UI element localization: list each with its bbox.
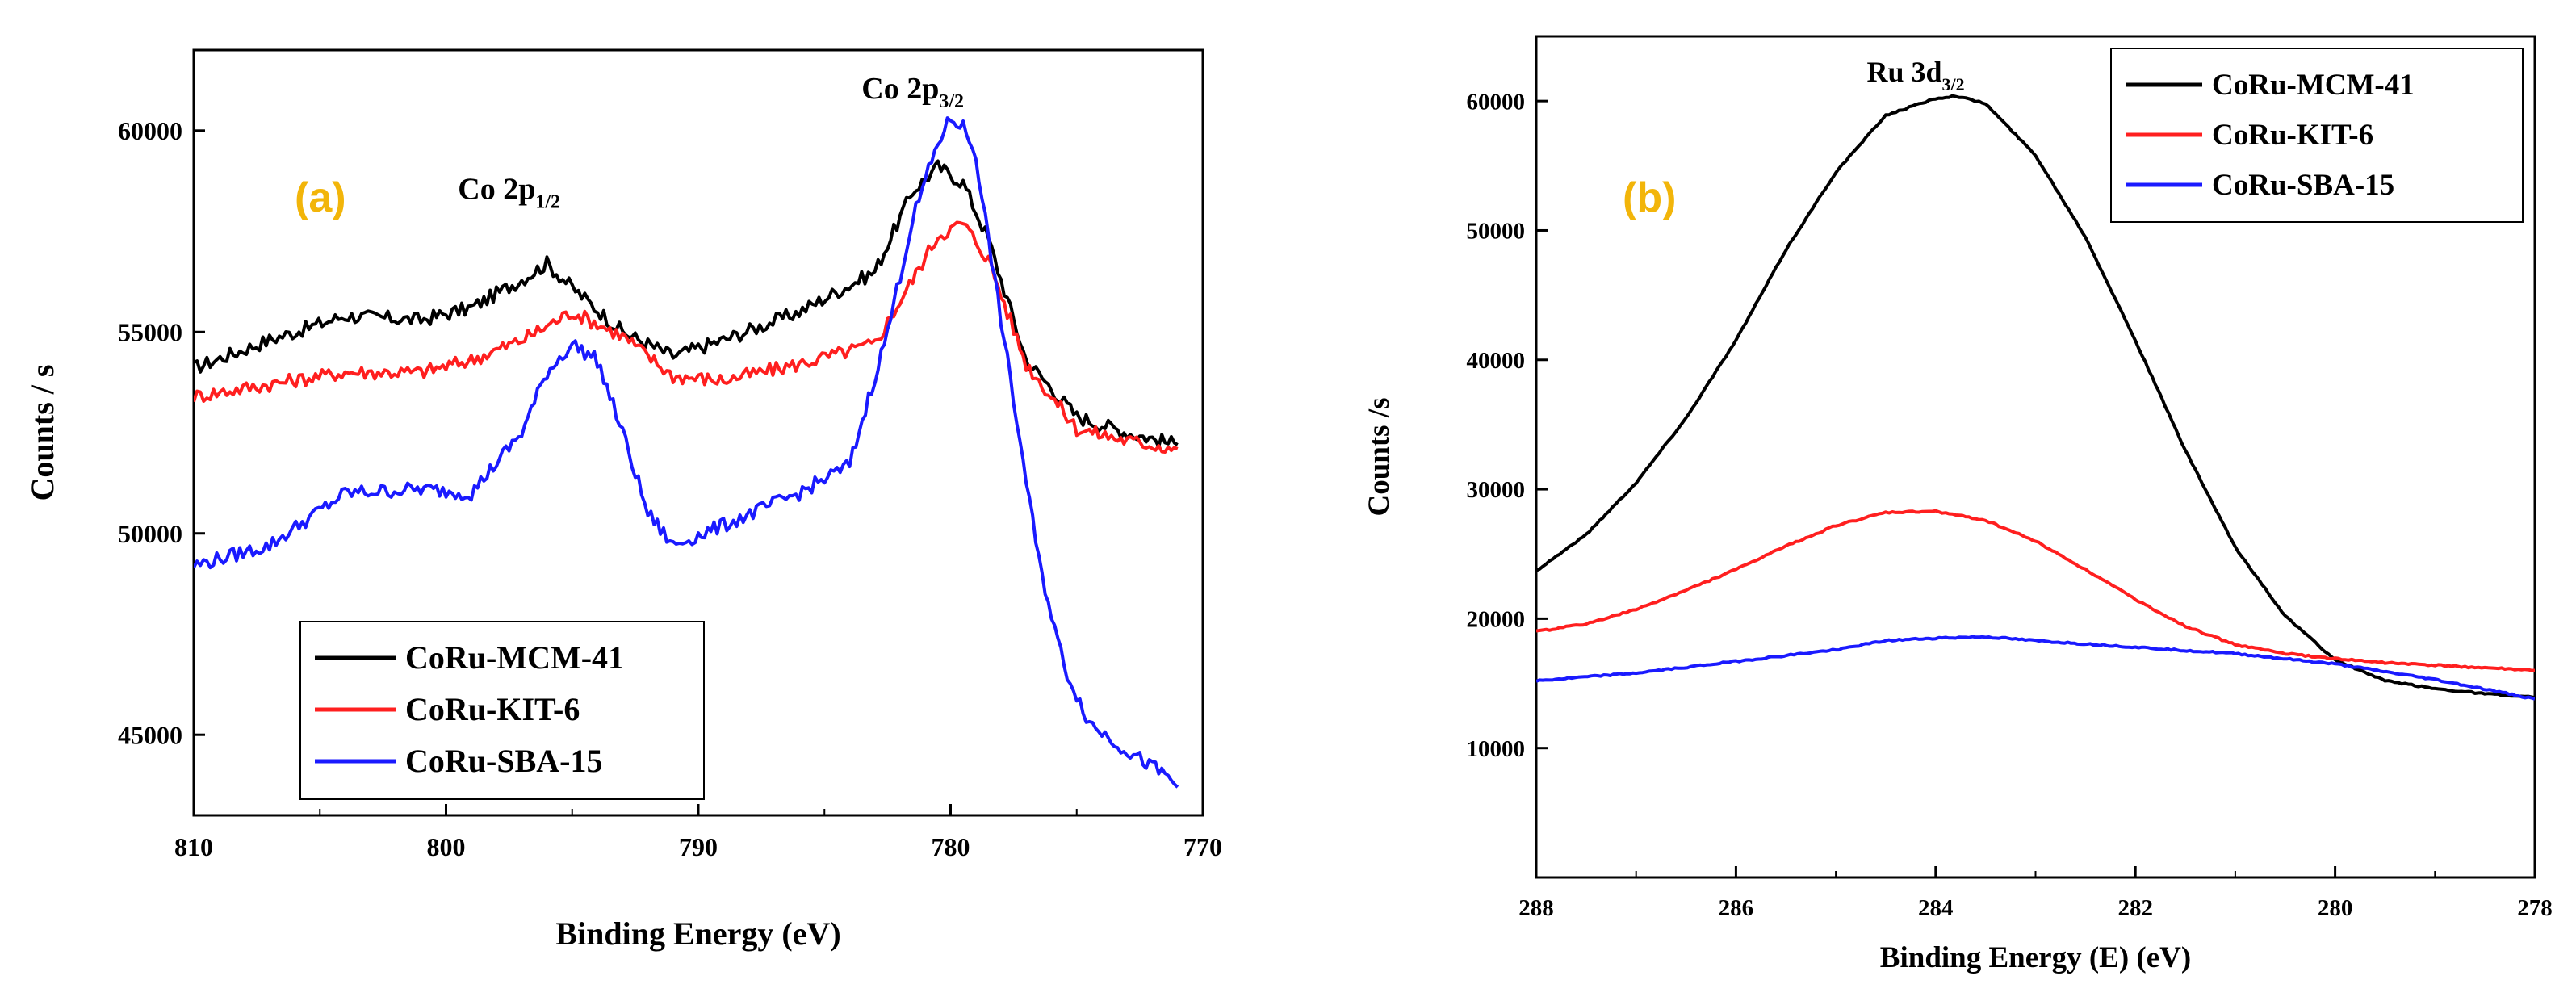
x-tick-label: 280 (2318, 895, 2353, 921)
x-tick-label: 278 (2517, 895, 2553, 921)
y-tick-label: 60000 (1467, 89, 1526, 115)
peak-annotation-co2p32: Co 2p3/2 (861, 72, 964, 112)
panel-a: 810 800 790 780 770 45000 50000 55000 60000 Bindi… (24, 48, 1222, 952)
y-tick-label: 50000 (1467, 219, 1526, 245)
y-tick-label: 55000 (118, 317, 182, 346)
series-line-coru-mcm-41 (194, 159, 1179, 449)
x-tick-label: 780 (932, 832, 970, 861)
x-axis-label: Binding Energy (eV) (555, 915, 840, 952)
series-line-coru-sba-15 (1536, 635, 2535, 701)
x-tick-label: 286 (1719, 895, 1754, 921)
y-tick-label: 10000 (1467, 736, 1526, 762)
y-tick-label: 60000 (118, 116, 182, 145)
legend-label: CoRu-MCM-41 (405, 639, 624, 676)
x-tick-label: 770 (1183, 832, 1222, 861)
x-tick-label: 790 (679, 832, 718, 861)
x-tick-label: 284 (1918, 895, 1954, 921)
series-line-coru-kit-6 (1536, 509, 2535, 672)
legend-label: CoRu-KIT-6 (2212, 119, 2373, 152)
legend: CoRu-MCM-41 CoRu-KIT-6 CoRu-SBA-15 (299, 621, 705, 800)
panel-b: 288 286 284 282 280 278 10000 20000 30000 40000 50… (1363, 35, 2553, 974)
peak-annotation-co2p12: Co 2p1/2 (458, 173, 560, 213)
x-tick-label: 282 (2117, 895, 2153, 921)
legend-label: CoRu-SBA-15 (405, 743, 602, 779)
y-tick-label: 20000 (1467, 607, 1526, 633)
legend-label: CoRu-KIT-6 (405, 691, 580, 727)
panel-label: (a) (295, 174, 346, 221)
x-tick-label: 810 (174, 832, 213, 861)
peak-annotation-ru3d32: Ru 3d3/2 (1866, 56, 1964, 94)
legend: CoRu-MCM-41 CoRu-KIT-6 CoRu-SBA-15 (2110, 48, 2524, 223)
y-axis-label: Counts /s (1363, 397, 1396, 516)
y-axis-label: Counts / s (24, 365, 61, 501)
panel-label: (b) (1623, 174, 1676, 221)
y-tick-label: 40000 (1467, 348, 1526, 374)
x-axis-label: Binding Energy (E) (eV) (1880, 941, 2191, 974)
legend-label: CoRu-MCM-41 (2212, 69, 2415, 102)
legend-label: CoRu-SBA-15 (2212, 169, 2394, 202)
series-line-coru-kit-6 (194, 220, 1179, 454)
x-tick-label: 288 (1518, 895, 1554, 921)
series-line-coru-sba-15 (194, 116, 1179, 789)
y-tick-label: 30000 (1467, 477, 1526, 503)
series-line-coru-mcm-41 (1536, 94, 2535, 700)
y-tick-label: 50000 (118, 519, 182, 548)
x-tick-label: 800 (427, 832, 466, 861)
y-tick-label: 45000 (118, 720, 182, 749)
